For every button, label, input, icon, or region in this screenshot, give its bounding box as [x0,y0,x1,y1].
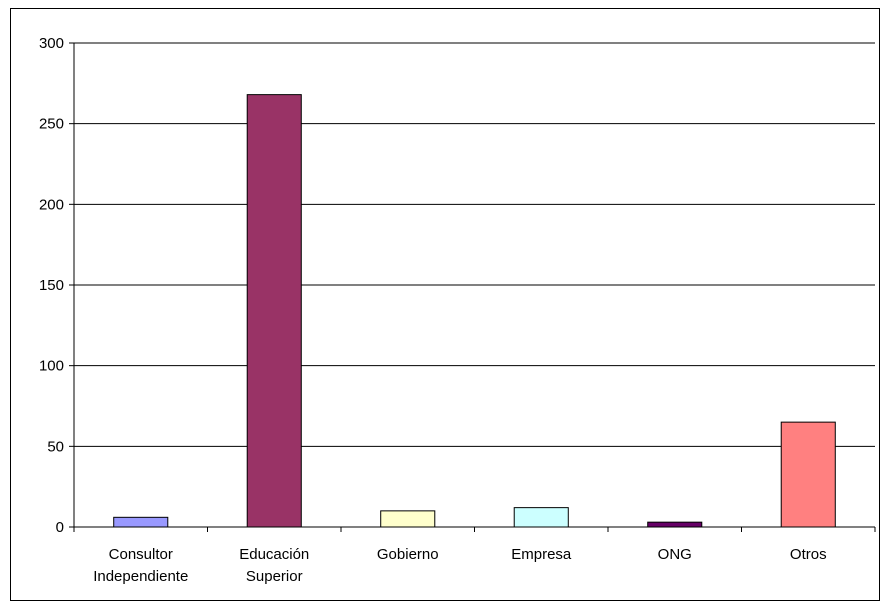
y-tick-label-200: 200 [39,196,64,213]
y-tick-label-150: 150 [39,277,64,294]
bar-0 [113,516,169,528]
y-tick-label-50: 50 [47,438,64,455]
y-tick-label-0: 0 [56,519,64,536]
grid-lines [74,42,875,447]
x-category-label-line: Superior [246,568,303,585]
x-category-label-4: ONG [658,546,692,563]
x-category-label-line: Empresa [511,546,572,563]
x-category-label-3: Empresa [511,546,572,563]
axes [69,42,876,532]
x-category-labels: Consultor Independiente Educación Superior G… [93,546,826,585]
x-category-label-5: Otros [790,546,827,563]
y-tick-label-300: 300 [39,35,64,52]
x-category-label-line: Independiente [93,568,188,585]
y-tick-label-100: 100 [39,358,64,375]
x-category-label-line: ONG [658,546,692,563]
x-category-label-line: Gobierno [377,546,439,563]
x-category-label-line: Consultor [109,546,173,563]
bars [113,94,836,528]
x-category-label-0: Consultor Independiente [93,546,188,585]
bar-3 [513,507,569,528]
bar-4 [647,521,703,528]
y-tick-labels: 0 50 100 150 200 250 300 [39,35,64,536]
bar-5 [780,421,836,528]
x-category-label-line: Otros [790,546,827,563]
y-tick-label-250: 250 [39,116,64,133]
chart-frame [10,8,880,601]
bar-1 [246,94,302,528]
x-category-label-2: Gobierno [377,546,439,563]
x-category-label-line: Educación [239,546,309,563]
x-category-label-1: Educación Superior [239,546,309,585]
bar-2 [380,510,436,528]
